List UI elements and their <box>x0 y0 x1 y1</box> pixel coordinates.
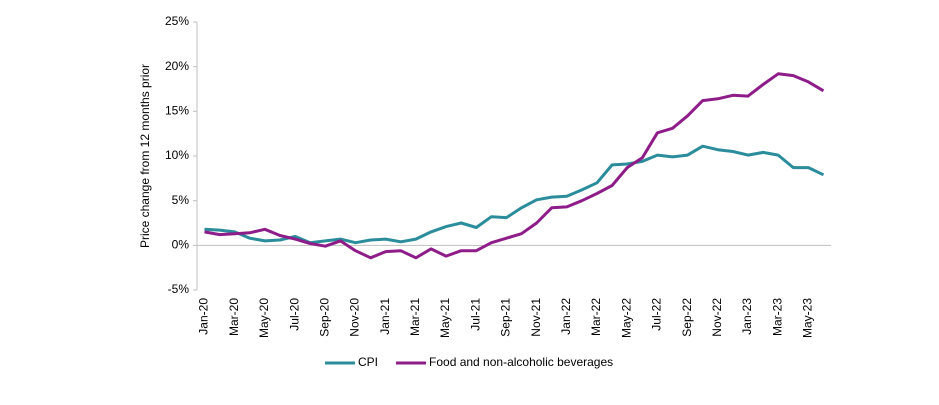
x-tick-label: May-23 <box>801 298 815 338</box>
series-line <box>204 144 825 245</box>
x-tick-label: May-20 <box>257 298 271 338</box>
x-tick-label: Jan-22 <box>559 298 573 335</box>
x-tick-label: Jul-21 <box>468 298 482 331</box>
x-tick-label: Mar-21 <box>408 298 422 336</box>
y-tick-label: 15% <box>165 104 189 118</box>
x-tick-label: Nov-20 <box>348 298 362 337</box>
y-tick-label: 0% <box>172 238 190 252</box>
x-tick-label: Sep-21 <box>499 298 513 337</box>
x-tick-label: Jul-20 <box>287 298 301 331</box>
y-tick-label: 5% <box>172 193 190 207</box>
legend-label: Food and non-alcoholic beverages <box>429 355 613 369</box>
y-tick-label: -5% <box>168 282 190 296</box>
x-tick-label: Jan-23 <box>740 298 754 335</box>
x-tick-label: May-22 <box>619 298 633 338</box>
x-tick-label: Sep-22 <box>680 298 694 337</box>
y-axis-label: Price change from 12 months prior <box>138 64 152 248</box>
y-tick-label: 10% <box>165 148 189 162</box>
x-tick-label: Jan-20 <box>197 298 211 335</box>
legend-label: CPI <box>358 355 378 369</box>
x-tick-label: Nov-21 <box>529 298 543 337</box>
y-tick-label: 20% <box>165 59 189 73</box>
y-tick-label: 25% <box>165 14 189 28</box>
x-tick-label: Jul-22 <box>650 298 664 331</box>
x-tick-label: May-21 <box>438 298 452 338</box>
x-tick-label: Jan-21 <box>378 298 392 335</box>
series-line <box>204 72 825 260</box>
x-tick-label: Mar-23 <box>770 298 784 336</box>
x-tick-label: Nov-22 <box>710 298 724 337</box>
x-tick-label: Mar-22 <box>589 298 603 336</box>
x-tick-label: Sep-20 <box>317 298 331 337</box>
x-tick-label: Mar-20 <box>227 298 241 336</box>
